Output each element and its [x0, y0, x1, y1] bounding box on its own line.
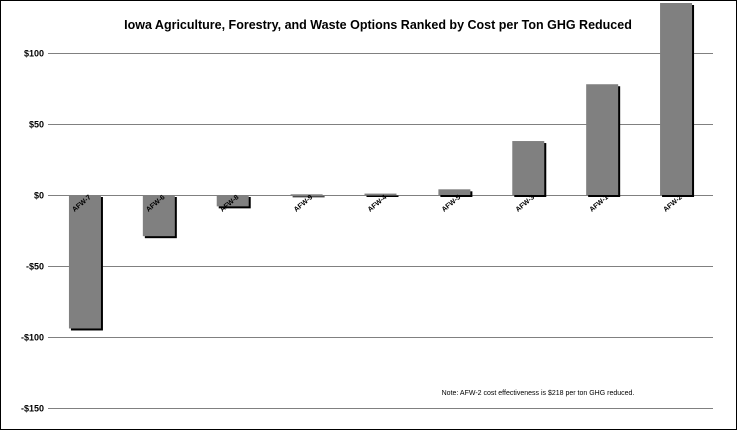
bar	[142, 195, 175, 237]
y-tick-label: $100	[24, 49, 44, 59]
bar	[68, 195, 101, 329]
bar	[512, 141, 545, 195]
bar	[660, 3, 693, 195]
bar	[586, 84, 619, 195]
y-tick-label: $50	[29, 120, 44, 130]
bar	[438, 189, 471, 195]
bars-layer	[68, 3, 695, 331]
bar	[364, 193, 397, 195]
y-tick-label: -$100	[21, 333, 44, 343]
bar-shadow	[366, 195, 399, 197]
y-tick-label: -$150	[21, 404, 44, 414]
y-tick-label: $0	[34, 191, 44, 201]
y-tick-label: -$50	[26, 262, 44, 272]
chart-title: Iowa Agriculture, Forestry, and Waste Op…	[124, 18, 632, 32]
chart-note: Note: AFW-2 cost effectiveness is $218 p…	[442, 390, 635, 397]
bar	[290, 194, 323, 196]
bar	[216, 195, 249, 207]
bar-shadow	[292, 196, 325, 198]
